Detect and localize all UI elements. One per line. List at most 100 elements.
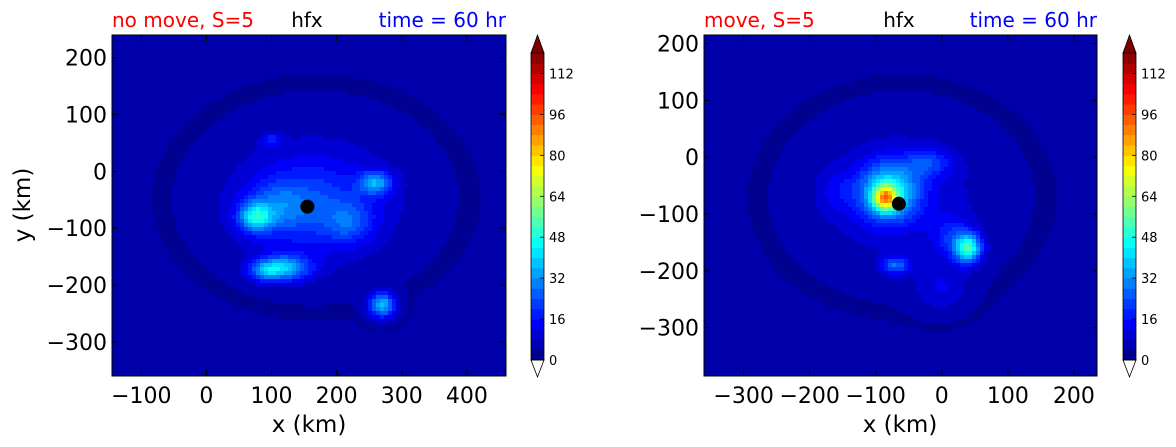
field-cell xyxy=(404,255,409,260)
field-cell xyxy=(988,103,993,108)
field-cell xyxy=(400,139,405,144)
field-cell xyxy=(284,299,289,304)
field-cell xyxy=(224,107,229,112)
field-cell xyxy=(348,247,353,252)
field-cell xyxy=(776,123,781,128)
field-cell xyxy=(880,131,885,136)
field-cell xyxy=(392,299,397,304)
field-cell xyxy=(372,199,377,204)
field-cell xyxy=(392,175,397,180)
colorbar-segment xyxy=(531,206,544,218)
field-cell xyxy=(288,295,293,300)
field-cell xyxy=(204,255,209,260)
field-cell xyxy=(368,111,373,116)
field-cell xyxy=(256,271,261,276)
field-cell xyxy=(232,163,237,168)
field-cell xyxy=(280,195,285,200)
field-cell xyxy=(404,159,409,164)
field-cell xyxy=(412,103,417,108)
field-cell xyxy=(260,255,265,260)
field-cell xyxy=(368,295,373,300)
field-cell xyxy=(336,227,341,232)
field-cell xyxy=(284,315,289,320)
field-cell xyxy=(284,231,289,236)
field-cell xyxy=(184,143,189,148)
field-cell xyxy=(280,275,285,280)
field-cell xyxy=(808,115,813,120)
field-cell xyxy=(904,139,909,144)
field-cell xyxy=(200,227,205,232)
field-cell xyxy=(368,159,373,164)
field-cell xyxy=(408,107,413,112)
field-cell xyxy=(328,143,333,148)
field-cell xyxy=(392,295,397,300)
field-cell xyxy=(404,199,409,204)
field-cell xyxy=(444,143,449,148)
field-cell xyxy=(376,187,381,192)
field-cell xyxy=(468,223,473,228)
field-cell xyxy=(308,223,313,228)
field-cell xyxy=(224,235,229,240)
field-cell xyxy=(316,103,321,108)
field-cell xyxy=(328,299,333,304)
field-cell xyxy=(820,115,825,120)
field-cell xyxy=(384,207,389,212)
field-cell xyxy=(376,259,381,264)
field-cell xyxy=(388,263,393,268)
field-cell xyxy=(404,147,409,152)
field-cell xyxy=(220,147,225,152)
field-cell xyxy=(288,315,293,320)
field-cell xyxy=(308,179,313,184)
field-cell xyxy=(264,183,269,188)
field-cell xyxy=(456,235,461,240)
field-cell xyxy=(272,259,277,264)
field-cell xyxy=(356,87,361,92)
field-cell xyxy=(380,239,385,244)
field-cell xyxy=(316,307,321,312)
field-cell xyxy=(268,207,273,212)
field-cell xyxy=(332,79,337,84)
field-cell xyxy=(396,311,401,316)
field-cell xyxy=(408,283,413,288)
field-cell xyxy=(424,119,429,124)
field-cell xyxy=(860,127,865,132)
field-cell xyxy=(360,111,365,116)
field-cell xyxy=(364,239,369,244)
field-cell xyxy=(408,99,413,104)
field-cell xyxy=(368,163,373,168)
field-cell xyxy=(812,143,817,148)
field-cell xyxy=(192,123,197,128)
field-cell xyxy=(204,111,209,116)
field-cell xyxy=(920,119,925,124)
field-cell xyxy=(388,247,393,252)
field-cell xyxy=(268,155,273,160)
field-cell xyxy=(352,87,357,92)
field-cell xyxy=(260,87,265,92)
field-cell xyxy=(312,303,317,308)
field-cell xyxy=(404,155,409,160)
field-cell xyxy=(384,143,389,148)
field-cell xyxy=(312,251,317,256)
field-cell xyxy=(316,111,321,116)
field-cell xyxy=(260,195,265,200)
field-cell xyxy=(224,291,229,296)
field-cell xyxy=(244,299,249,304)
field-cell xyxy=(356,187,361,192)
field-cell xyxy=(332,187,337,192)
field-cell xyxy=(244,95,249,100)
field-cell xyxy=(448,215,453,220)
field-cell xyxy=(392,151,397,156)
field-cell xyxy=(416,243,421,248)
field-cell xyxy=(240,223,245,228)
field-cell xyxy=(400,99,405,104)
field-cell xyxy=(260,99,265,104)
field-cell xyxy=(996,103,1001,108)
field-cell xyxy=(208,247,213,252)
field-cell xyxy=(296,103,301,108)
field-cell xyxy=(280,299,285,304)
field-cell xyxy=(956,111,961,116)
field-cell xyxy=(888,79,893,84)
field-cell xyxy=(272,99,277,104)
field-cell xyxy=(280,211,285,216)
field-cell xyxy=(328,251,333,256)
